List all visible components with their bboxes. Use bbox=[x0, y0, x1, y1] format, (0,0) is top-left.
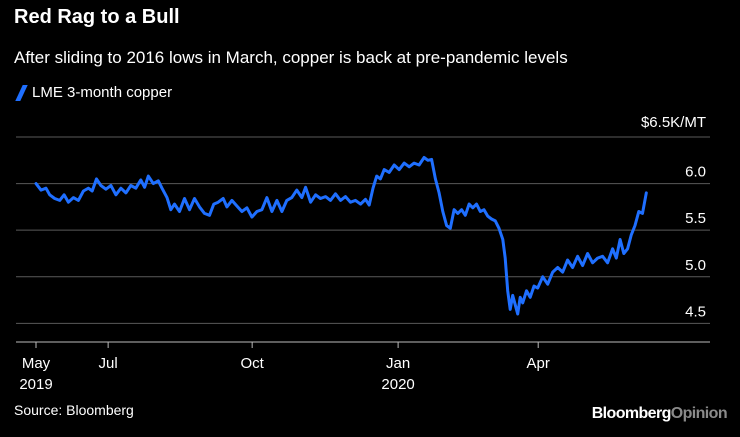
legend-label: LME 3-month copper bbox=[32, 84, 173, 101]
source-note: Source: Bloomberg bbox=[14, 402, 134, 418]
x-axis bbox=[16, 341, 710, 348]
y-tick-label: 4.5 bbox=[685, 303, 706, 320]
axis-labels: $6.5K/MT 6.0 5.5 5.0 4.5 May 2019 Jul Oct Jan 2020… bbox=[19, 114, 706, 393]
brand-logo: BloombergOpinion bbox=[591, 405, 728, 423]
chart-subtitle: After sliding to 2016 lows in March, cop… bbox=[14, 48, 568, 67]
x-tick-label: Apr bbox=[527, 355, 550, 372]
brand-name: Bloomberg bbox=[591, 405, 672, 422]
legend: LME 3-month copper bbox=[14, 84, 172, 101]
chart-title: Red Rag to a Bull bbox=[14, 6, 180, 28]
series-line-lme-copper bbox=[34, 156, 648, 316]
y-tick-label: 5.0 bbox=[685, 257, 706, 274]
x-tick-label: Oct bbox=[240, 355, 264, 372]
x-tick-sublabel: 2020 bbox=[381, 376, 414, 393]
y-tick-label: 6.0 bbox=[685, 164, 706, 181]
x-tick-label: Jan bbox=[386, 355, 410, 372]
series-layer bbox=[34, 156, 648, 316]
x-tick-label: May bbox=[22, 355, 51, 372]
y-tick-label: 5.5 bbox=[685, 210, 706, 227]
brand-suffix: Opinion bbox=[670, 405, 728, 422]
grid-lines bbox=[16, 136, 710, 324]
x-tick-label: Jul bbox=[99, 355, 118, 372]
y-unit-label: $6.5K/MT bbox=[641, 114, 706, 131]
x-tick-sublabel: 2019 bbox=[19, 376, 52, 393]
